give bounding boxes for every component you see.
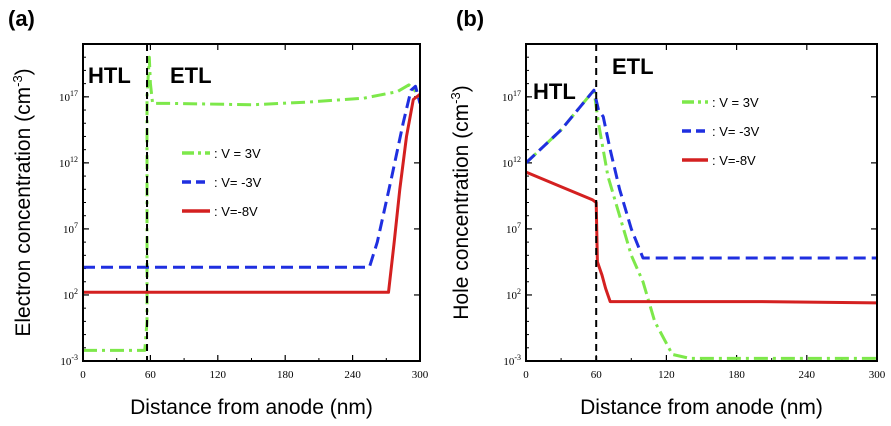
region-label-htl: HTL — [88, 63, 131, 88]
y-axis-title: Hole concentration (cm-3) — [448, 85, 473, 320]
region-label-etl: ETL — [170, 63, 212, 88]
x-tick-label: 120 — [658, 369, 675, 381]
y-tick-label: 1012 — [502, 155, 521, 170]
legend-label: : V = 3V — [214, 146, 261, 161]
legend-label: : V= -3V — [712, 124, 760, 139]
x-tick-label: 240 — [799, 369, 816, 381]
x-tick-label: 60 — [591, 369, 603, 381]
x-axis-title: Distance from anode (nm) — [130, 396, 373, 419]
x-tick-label: 180 — [728, 369, 745, 381]
series-line-vm3 — [84, 84, 419, 269]
series-line-vm3 — [527, 88, 876, 260]
legend-label: : V= -3V — [214, 175, 262, 190]
y-tick-label: 102 — [506, 287, 521, 302]
y-tick-label: 1012 — [59, 155, 78, 170]
plot-frame — [525, 43, 878, 362]
x-tick-label: 240 — [344, 369, 361, 381]
chart-panel-0: (a) 0 60 120 180 240 300 10-3 102 107 1012 1017 HTL E… — [8, 6, 429, 419]
y-tick-label: 102 — [63, 287, 78, 302]
x-tick-label: 0 — [80, 369, 86, 381]
legend-label: : V=-8V — [712, 153, 756, 168]
region-label-htl: HTL — [533, 79, 576, 104]
x-tick-label: 60 — [145, 369, 157, 381]
chart-panel-1: (b) 0 60 120 180 240 300 10-3 102 107 1012 1017 HTL E… — [448, 6, 886, 419]
series-line-v3 — [84, 55, 419, 352]
plot-frame — [82, 43, 421, 362]
x-tick-label: 180 — [277, 369, 294, 381]
x-tick-label: 300 — [869, 369, 886, 381]
x-tick-label: 120 — [210, 369, 227, 381]
legend-label: : V = 3V — [712, 95, 759, 110]
y-axis-title: Electron concentration (cm-3) — [10, 68, 35, 336]
y-tick-label: 107 — [63, 221, 78, 236]
x-axis-title: Distance from anode (nm) — [580, 396, 823, 419]
panel-label: (a) — [8, 6, 35, 31]
series-line-vm8 — [84, 93, 419, 294]
region-label-etl: ETL — [612, 54, 654, 79]
y-tick-label: 1017 — [502, 89, 521, 104]
legend-label: : V=-8V — [214, 204, 258, 219]
x-tick-label: 300 — [412, 369, 429, 381]
series-line-vm8 — [527, 170, 876, 305]
x-tick-label: 0 — [523, 369, 529, 381]
panel-label: (b) — [456, 6, 484, 31]
y-tick-label: 107 — [506, 221, 521, 236]
y-tick-label: 10-3 — [503, 353, 521, 368]
y-tick-label: 1017 — [59, 89, 78, 104]
y-tick-label: 10-3 — [60, 353, 78, 368]
